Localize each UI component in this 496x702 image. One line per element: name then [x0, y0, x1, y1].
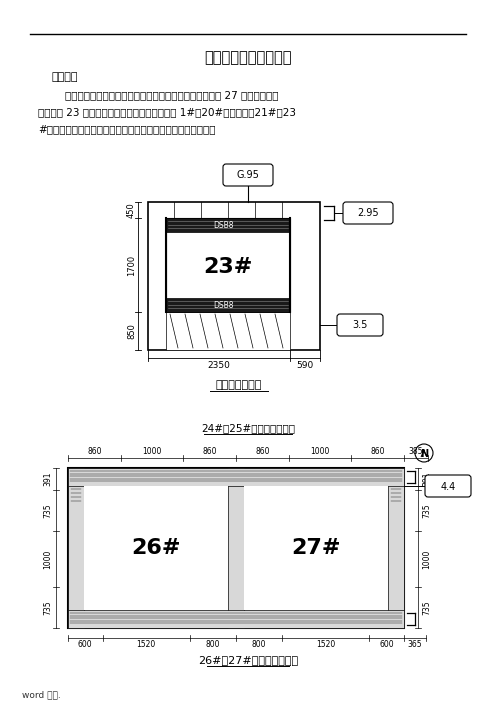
FancyBboxPatch shape [425, 475, 471, 497]
Bar [68, 468, 84, 628]
Text: 860: 860 [202, 447, 217, 456]
Bar [244, 486, 388, 610]
Bar [388, 468, 404, 628]
Text: 3.5: 3.5 [352, 321, 368, 331]
Text: 391: 391 [43, 472, 52, 486]
Text: 23#: 23# [203, 257, 252, 277]
Text: 1000: 1000 [310, 447, 330, 456]
Text: 本工程电梯井由主楼电梯井和裙房电梯井两部分组成，共 27 个电梯井，其: 本工程电梯井由主楼电梯井和裙房电梯井两部分组成，共 27 个电梯井，其 [65, 90, 278, 100]
Bar [166, 218, 290, 232]
Text: 590: 590 [297, 361, 313, 370]
Bar [68, 468, 404, 486]
Bar [68, 468, 404, 628]
Text: 中主楼共 23 个，分别位于核心简和简外，其中 1#～20#在核心简，21#～23: 中主楼共 23 个，分别位于核心简和简外，其中 1#～20#在核心简，21#～2… [38, 107, 296, 117]
FancyBboxPatch shape [223, 164, 273, 186]
Bar [84, 486, 228, 610]
Text: G.95: G.95 [237, 171, 259, 180]
Text: 800: 800 [206, 640, 220, 649]
Text: 26#: 26# [131, 538, 181, 558]
Text: 电梯平面布置图: 电梯平面布置图 [216, 380, 262, 390]
Text: 450: 450 [127, 202, 136, 218]
Bar [166, 312, 290, 350]
Text: 1000: 1000 [142, 447, 162, 456]
Text: 1520: 1520 [316, 640, 335, 649]
Text: 1000: 1000 [43, 549, 52, 569]
Text: 2350: 2350 [207, 361, 231, 370]
Text: 600: 600 [78, 640, 93, 649]
Text: word 版本.: word 版本. [22, 690, 61, 699]
Text: 电梯井钢结构安装方案: 电梯井钢结构安装方案 [204, 50, 292, 65]
Text: 735: 735 [43, 503, 52, 518]
Text: 1700: 1700 [127, 254, 136, 276]
Text: 800: 800 [252, 640, 266, 649]
Text: 391: 391 [422, 472, 431, 486]
Bar [228, 468, 244, 628]
Text: 365: 365 [408, 640, 423, 649]
Text: 600: 600 [379, 640, 394, 649]
Text: 860: 860 [87, 447, 102, 456]
Text: 1000: 1000 [422, 549, 431, 569]
Text: 26#、27#电梯平面布置图: 26#、27#电梯平面布置图 [198, 655, 298, 665]
Bar [166, 218, 290, 312]
Text: 一、概述: 一、概述 [52, 72, 78, 82]
Text: 385: 385 [409, 447, 423, 456]
Text: N: N [420, 449, 428, 459]
Text: 850: 850 [127, 323, 136, 339]
Text: 1520: 1520 [136, 640, 156, 649]
Bar [68, 610, 404, 628]
Text: 2.95: 2.95 [357, 208, 379, 218]
Text: 735: 735 [43, 600, 52, 615]
Bar [148, 202, 320, 350]
Text: 735: 735 [422, 600, 431, 615]
Text: 860: 860 [255, 447, 270, 456]
Text: 860: 860 [370, 447, 385, 456]
FancyBboxPatch shape [343, 202, 393, 224]
Text: 27#: 27# [291, 538, 341, 558]
FancyBboxPatch shape [337, 314, 383, 336]
Text: 4.4: 4.4 [440, 482, 456, 491]
Text: DSB8: DSB8 [214, 221, 234, 230]
Text: DSB8: DSB8 [214, 301, 234, 310]
Bar [166, 298, 290, 312]
Text: #在核心简外部，其余电梯在裙房部分，电梯平面布置图如下：: #在核心简外部，其余电梯在裙房部分，电梯平面布置图如下： [38, 124, 215, 134]
Text: 735: 735 [422, 503, 431, 518]
Text: 24#、25#电梯平面布置图: 24#、25#电梯平面布置图 [201, 423, 295, 433]
